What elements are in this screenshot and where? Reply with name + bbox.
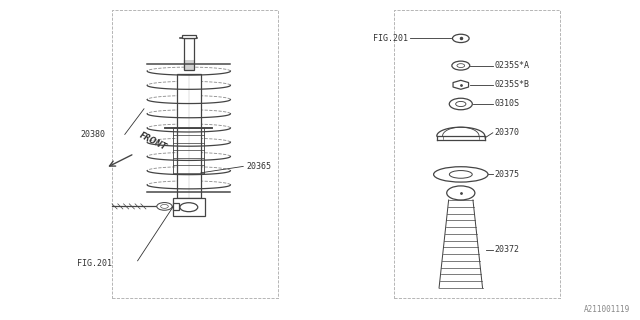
Ellipse shape: [434, 167, 488, 182]
Circle shape: [157, 203, 172, 210]
Text: FIG.201: FIG.201: [77, 260, 112, 268]
Circle shape: [457, 64, 465, 68]
Text: A211001119: A211001119: [584, 305, 630, 314]
Circle shape: [161, 204, 168, 208]
Text: 0235S*B: 0235S*B: [494, 80, 529, 89]
Text: FRONT: FRONT: [138, 131, 168, 152]
Bar: [182, 35, 196, 38]
Text: 20365: 20365: [246, 162, 271, 171]
Circle shape: [452, 61, 470, 70]
Bar: [177, 74, 201, 198]
Text: 20380: 20380: [81, 130, 106, 139]
Text: 20375: 20375: [494, 170, 519, 179]
Bar: [173, 203, 179, 210]
Text: 20370: 20370: [494, 128, 519, 137]
Bar: [184, 38, 194, 70]
Text: FIG.201: FIG.201: [373, 34, 408, 43]
Circle shape: [449, 98, 472, 110]
Bar: [173, 198, 205, 216]
Text: 0310S: 0310S: [494, 100, 519, 108]
Text: 20372: 20372: [494, 245, 519, 254]
Text: 0235S*A: 0235S*A: [494, 61, 529, 70]
Circle shape: [452, 34, 469, 43]
Ellipse shape: [449, 171, 472, 178]
Circle shape: [447, 186, 475, 200]
Circle shape: [180, 203, 198, 212]
Polygon shape: [453, 80, 468, 89]
Circle shape: [456, 101, 466, 107]
